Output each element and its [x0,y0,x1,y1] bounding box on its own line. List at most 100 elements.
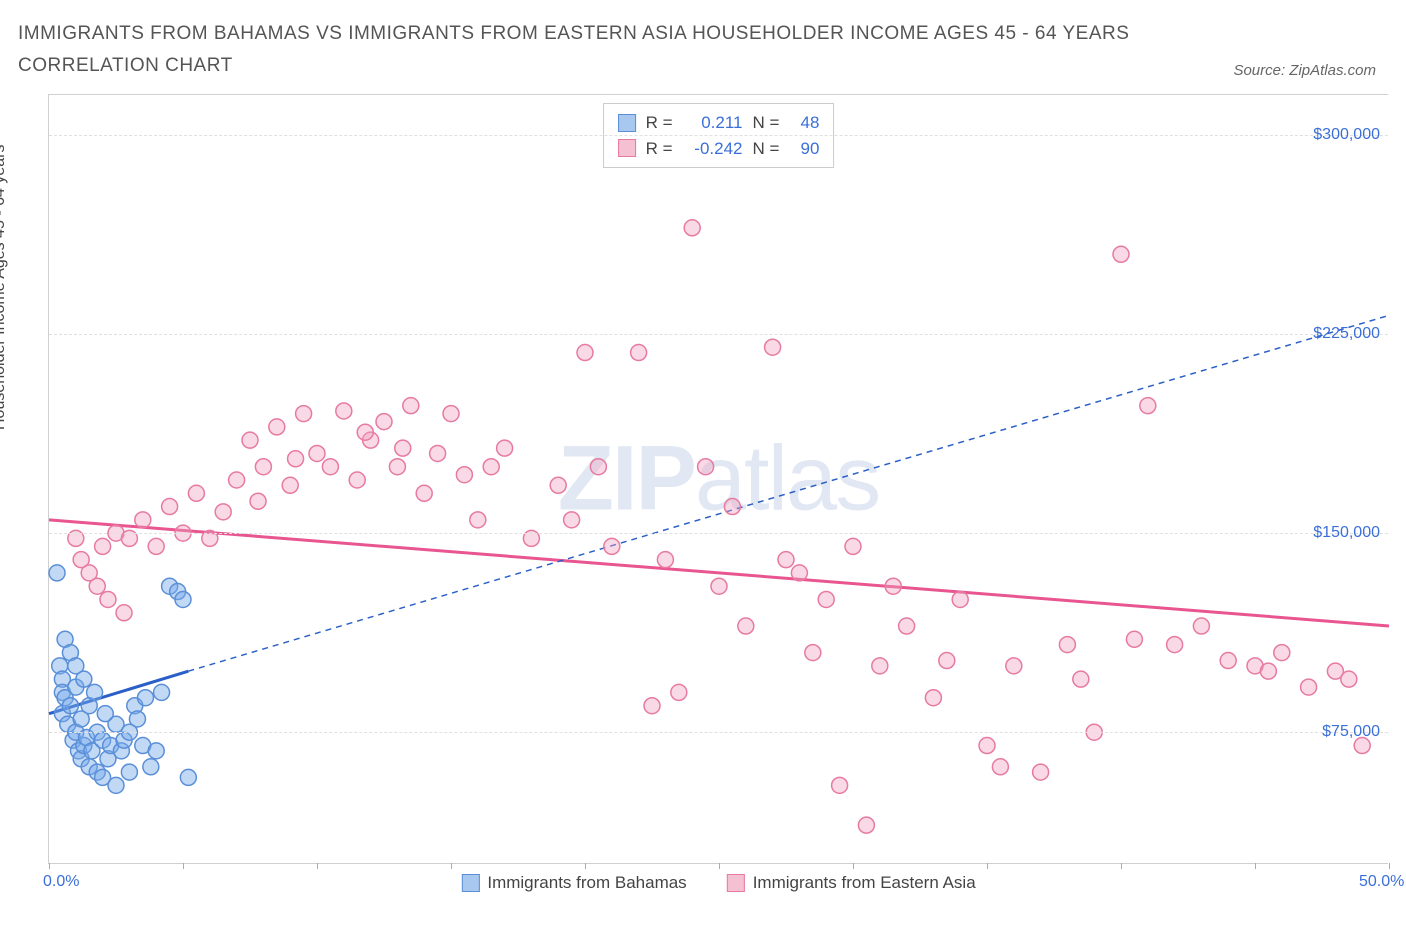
data-point [349,472,365,488]
x-tick-mark [317,863,318,869]
data-point [416,485,432,501]
gridline [49,135,1388,136]
data-point [395,440,411,456]
data-point [1033,764,1049,780]
data-point [250,493,266,509]
data-point [992,759,1008,775]
data-point [483,459,499,475]
data-point [858,817,874,833]
data-point [711,578,727,594]
legend-item: Immigrants from Bahamas [461,873,686,893]
stats-r-value: 0.211 [683,110,743,136]
data-point [87,684,103,700]
data-point [1059,637,1075,653]
gridline [49,732,1388,733]
legend-label: Immigrants from Eastern Asia [753,873,976,893]
data-point [738,618,754,634]
chart-plot-area: ZIPatlas R =0.211N =48R =-0.242N =90 Imm… [48,94,1388,864]
data-point [1126,631,1142,647]
data-point [778,552,794,568]
data-point [389,459,405,475]
data-point [791,565,807,581]
data-point [357,424,373,440]
data-point [590,459,606,475]
data-point [242,432,258,448]
data-point [698,459,714,475]
data-point [376,414,392,430]
stats-row: R =0.211N =48 [618,110,820,136]
data-point [1220,653,1236,669]
stats-n-label: N = [753,136,780,162]
x-tick-mark [719,863,720,869]
x-tick-mark [1255,863,1256,869]
data-point [116,605,132,621]
scatter-plot-svg [49,95,1388,863]
y-tick-label: $225,000 [1313,325,1380,343]
data-point [49,565,65,581]
data-point [470,512,486,528]
legend-swatch [461,874,479,892]
gridline [49,533,1388,534]
x-tick-mark [853,863,854,869]
y-tick-label: $150,000 [1313,524,1380,542]
x-tick-mark [49,863,50,869]
data-point [1113,246,1129,262]
data-point [1140,398,1156,414]
stats-row: R =-0.242N =90 [618,136,820,162]
data-point [899,618,915,634]
data-point [1193,618,1209,634]
data-point [322,459,338,475]
data-point [1274,645,1290,661]
data-point [671,684,687,700]
data-point [604,538,620,554]
chart-title: IMMIGRANTS FROM BAHAMAS VS IMMIGRANTS FR… [18,18,1168,83]
stats-r-label: R = [646,136,673,162]
data-point [255,459,271,475]
data-point [403,398,419,414]
data-point [657,552,673,568]
stats-n-value: 90 [789,136,819,162]
data-point [644,698,660,714]
data-point [1260,663,1276,679]
data-point [456,467,472,483]
data-point [765,339,781,355]
stats-r-label: R = [646,110,673,136]
x-tick-mark [451,863,452,869]
data-point [309,445,325,461]
data-point [550,477,566,493]
data-point [180,769,196,785]
x-tick-label: 0.0% [43,873,79,891]
source-credit: Source: ZipAtlas.com [1233,62,1376,79]
data-point [1341,671,1357,687]
data-point [129,711,145,727]
data-point [1073,671,1089,687]
stats-swatch [618,139,636,157]
data-point [76,671,92,687]
stats-n-label: N = [753,110,780,136]
data-point [885,578,901,594]
data-point [148,743,164,759]
legend-label: Immigrants from Bahamas [487,873,686,893]
data-point [805,645,821,661]
data-point [108,777,124,793]
y-tick-label: $75,000 [1322,723,1380,741]
y-axis-label: Householder Income Ages 45 - 64 years [0,145,9,431]
data-point [684,220,700,236]
x-tick-mark [183,863,184,869]
data-point [282,477,298,493]
data-point [577,345,593,361]
data-point [939,653,955,669]
legend-item: Immigrants from Eastern Asia [727,873,976,893]
data-point [137,690,153,706]
data-point [215,504,231,520]
data-point [430,445,446,461]
data-point [89,578,105,594]
x-tick-mark [987,863,988,869]
data-point [724,499,740,515]
data-point [95,538,111,554]
data-point [979,738,995,754]
data-point [818,591,834,607]
data-point [296,406,312,422]
data-point [62,698,78,714]
data-point [564,512,580,528]
